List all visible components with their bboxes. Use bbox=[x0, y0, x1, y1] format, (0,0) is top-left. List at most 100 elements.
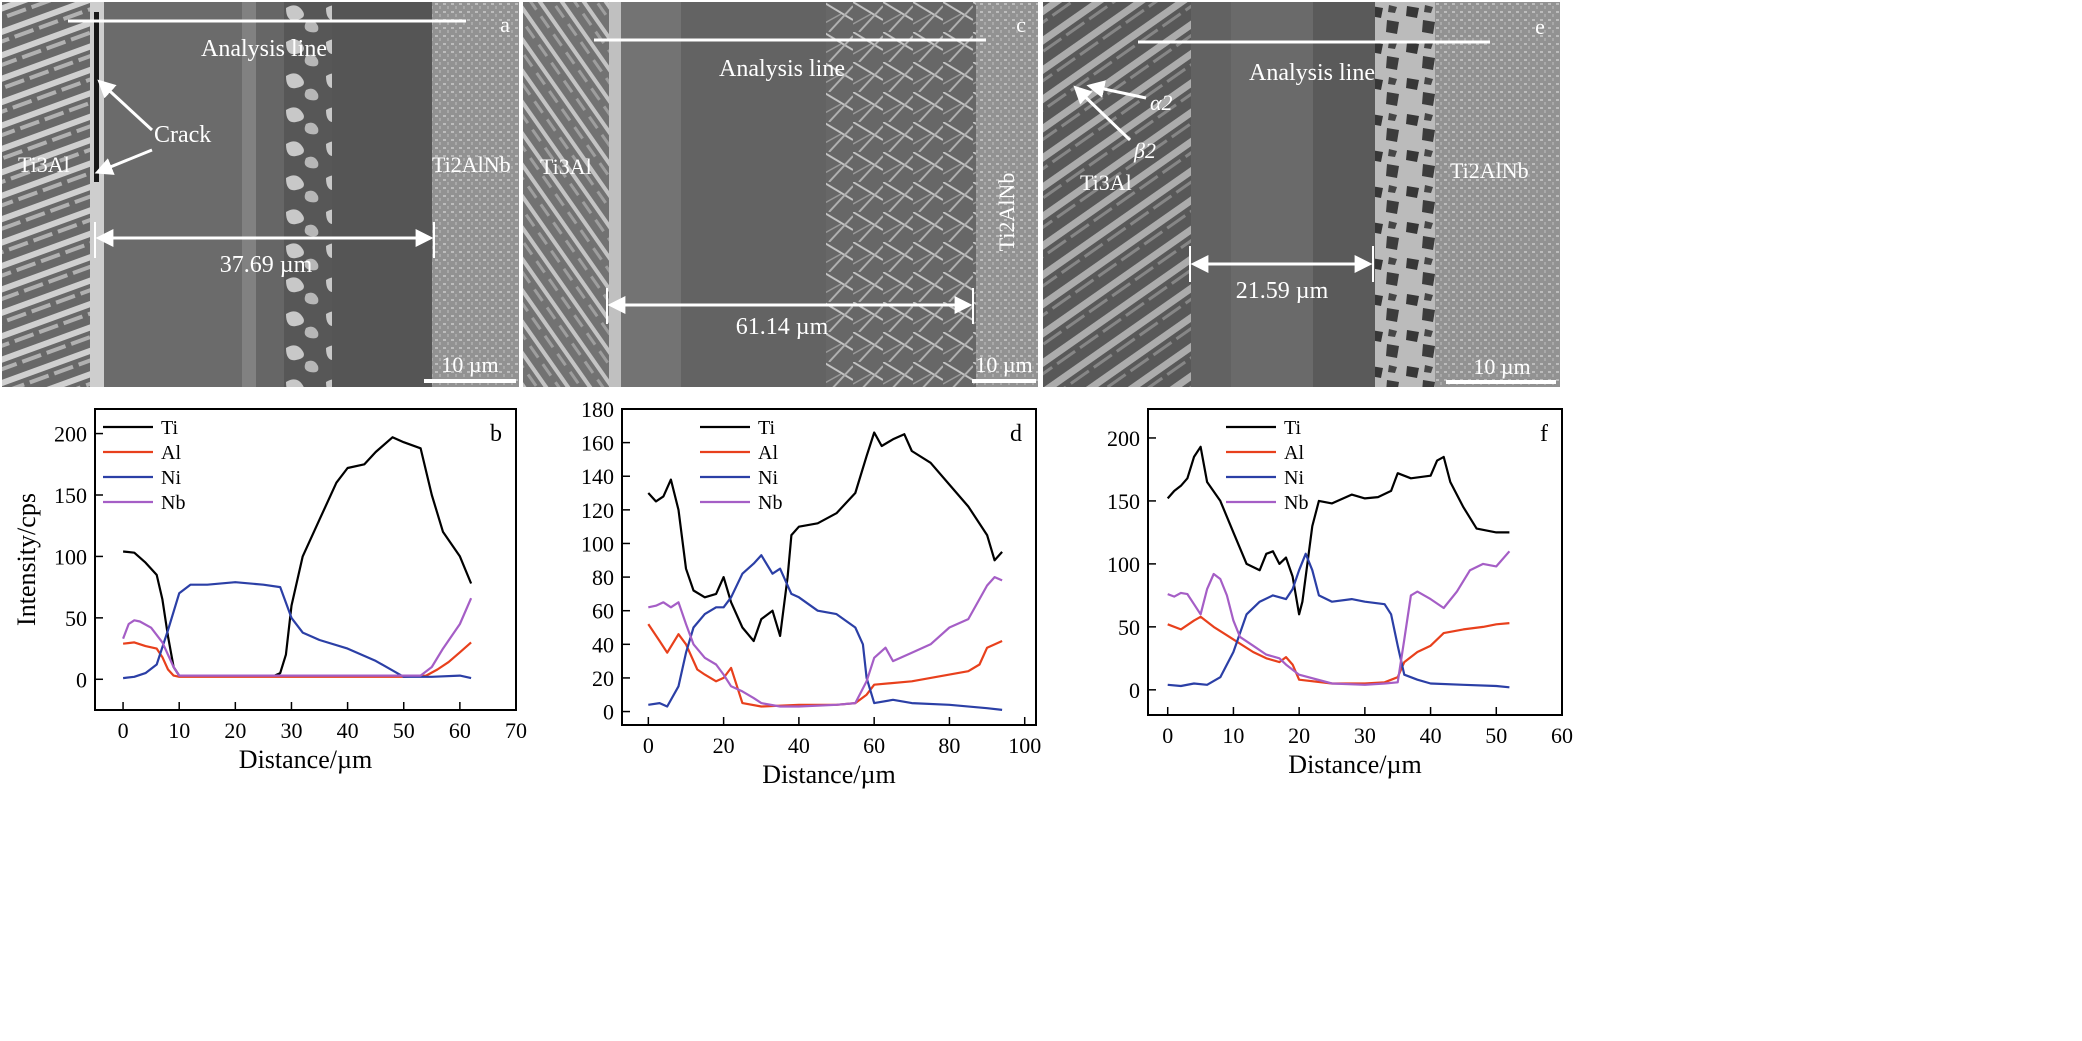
plot-frame bbox=[621, 408, 1037, 726]
panel-letter-c: c bbox=[1016, 12, 1026, 37]
y-tick-label: 100 bbox=[581, 531, 614, 556]
y-tick-label: 100 bbox=[1107, 552, 1140, 577]
y-tick-label: 100 bbox=[54, 544, 87, 569]
panel-letter: d bbox=[1010, 421, 1022, 447]
x-axis-label: Distance/µm bbox=[762, 760, 895, 789]
alpha2-arrow bbox=[1086, 80, 1147, 100]
series-line-al bbox=[1167, 615, 1510, 685]
x-tick-label: 10 bbox=[168, 718, 190, 743]
x-tick-label: 0 bbox=[643, 733, 654, 758]
legend-label-ti: Ti bbox=[1284, 417, 1302, 439]
x-axis-label: Distance/µm bbox=[1288, 750, 1421, 779]
legend-label-nb: Nb bbox=[758, 492, 782, 514]
series-line-ti bbox=[122, 436, 473, 677]
y-tick-label: 0 bbox=[603, 700, 614, 725]
micrograph-panel-e: Analysis line e α2 β2 Ti3Al Ti2AlNb 21.5… bbox=[1043, 2, 1560, 387]
legend-label-al: Al bbox=[758, 442, 778, 464]
x-tick-label: 40 bbox=[788, 733, 810, 758]
series-line-ni bbox=[648, 554, 1003, 711]
y-tick-label: 180 bbox=[581, 397, 614, 422]
crack-arrow-lower bbox=[94, 148, 153, 175]
x-tick-label: 30 bbox=[280, 718, 302, 743]
x-tick-label: 60 bbox=[1551, 723, 1573, 748]
series-line-ti bbox=[1166, 445, 1510, 616]
legend-label-ni: Ni bbox=[161, 467, 181, 489]
line-chart-f: 0 10 20 30 40 50 60 0 50 100 150 200 Distance/µm f Ti A… bbox=[1107, 408, 1573, 779]
y-tick-label: 60 bbox=[592, 599, 614, 624]
y-tick-label: 0 bbox=[76, 667, 87, 692]
ti3al-label-a: Ti3Al bbox=[18, 152, 70, 177]
y-tick-label: 200 bbox=[1107, 426, 1140, 451]
x-tick-label: 30 bbox=[1354, 723, 1376, 748]
alpha2-label: α2 bbox=[1150, 90, 1173, 115]
panel-letter-a: a bbox=[500, 12, 510, 37]
y-tick-label: 160 bbox=[581, 431, 614, 456]
micrograph-panel-a: Analysis line a Crack Ti3Al Ti2AlNb 37.6… bbox=[2, 2, 519, 387]
series-line-nb bbox=[648, 575, 1003, 708]
x-tick-label: 100 bbox=[1008, 733, 1041, 758]
y-tick-label: 150 bbox=[1107, 489, 1140, 514]
legend-label-ni: Ni bbox=[758, 467, 778, 489]
y-tick-label: 0 bbox=[1129, 678, 1140, 703]
line-chart-d: 0 20 40 60 80 100 0 20 40 60 80 100 120 140 160 180 Dist… bbox=[581, 397, 1041, 789]
series-line-nb bbox=[122, 597, 473, 677]
x-tick-label: 20 bbox=[1288, 723, 1310, 748]
ti2alnb-label-a: Ti2AlNb bbox=[432, 152, 511, 177]
x-tick-label: 60 bbox=[449, 718, 471, 743]
series-line-ti bbox=[647, 431, 1003, 643]
legend-label-nb: Nb bbox=[161, 492, 185, 514]
y-tick-label: 50 bbox=[65, 606, 87, 631]
panel-letter: f bbox=[1540, 421, 1548, 447]
panel-letter-e: e bbox=[1535, 14, 1545, 39]
series-line-al bbox=[122, 641, 472, 678]
ti3al-label-e: Ti3Al bbox=[1080, 170, 1132, 195]
line-chart-b: 0 10 20 30 40 50 60 70 0 50 100 150 200 Distance/µm In… bbox=[12, 408, 527, 774]
legend-label-nb: Nb bbox=[1284, 492, 1308, 514]
analysis-line-label: Analysis line bbox=[1249, 60, 1375, 86]
x-tick-label: 50 bbox=[393, 718, 415, 743]
scale-label-a: 10 µm bbox=[441, 352, 498, 377]
x-tick-label: 40 bbox=[337, 718, 359, 743]
legend-label-ti: Ti bbox=[758, 417, 776, 439]
scale-label-c: 10 µm bbox=[975, 352, 1032, 377]
y-tick-label: 20 bbox=[592, 666, 614, 691]
x-tick-label: 20 bbox=[224, 718, 246, 743]
ti2alnb-label-c: Ti2AlNb bbox=[994, 173, 1019, 252]
micrograph-panel-c: Analysis line c Ti3Al Ti2AlNb 61.14 µm 1… bbox=[523, 2, 1038, 387]
legend-label-ti: Ti bbox=[161, 417, 179, 439]
x-tick-label: 0 bbox=[118, 718, 129, 743]
y-tick-label: 200 bbox=[54, 422, 87, 447]
x-axis-label: Distance/µm bbox=[239, 745, 372, 774]
legend-label-al: Al bbox=[1284, 442, 1304, 464]
y-tick-label: 120 bbox=[581, 498, 614, 523]
x-tick-label: 10 bbox=[1222, 723, 1244, 748]
beta2-arrow bbox=[1073, 85, 1132, 142]
plot-frame bbox=[1147, 408, 1563, 716]
beta2-label: β2 bbox=[1133, 138, 1156, 163]
crack-arrow-upper bbox=[97, 79, 154, 132]
series-line-nb bbox=[1167, 550, 1511, 686]
analysis-line-label: Analysis line bbox=[719, 56, 845, 82]
scale-label-e: 10 µm bbox=[1473, 354, 1530, 379]
legend-label-ni: Ni bbox=[1284, 467, 1304, 489]
x-tick-label: 70 bbox=[505, 718, 527, 743]
y-tick-label: 40 bbox=[592, 632, 614, 657]
ti3al-label-c: Ti3Al bbox=[540, 154, 592, 179]
ti2alnb-label-e: Ti2AlNb bbox=[1450, 158, 1529, 183]
plot-frame bbox=[94, 408, 517, 711]
x-tick-label: 40 bbox=[1420, 723, 1442, 748]
panel-letter: b bbox=[490, 421, 502, 447]
legend-label-al: Al bbox=[161, 442, 181, 464]
x-tick-label: 20 bbox=[713, 733, 735, 758]
x-tick-label: 50 bbox=[1485, 723, 1507, 748]
width-label-a: 37.69 µm bbox=[220, 252, 313, 278]
crack-label: Crack bbox=[154, 122, 211, 148]
series-line-al bbox=[647, 623, 1003, 708]
y-tick-label: 50 bbox=[1118, 615, 1140, 640]
y-axis-label: Intensity/cps bbox=[12, 493, 41, 626]
width-label-e: 21.59 µm bbox=[1236, 278, 1329, 304]
x-tick-label: 60 bbox=[863, 733, 885, 758]
y-tick-label: 140 bbox=[581, 464, 614, 489]
x-tick-label: 80 bbox=[938, 733, 960, 758]
